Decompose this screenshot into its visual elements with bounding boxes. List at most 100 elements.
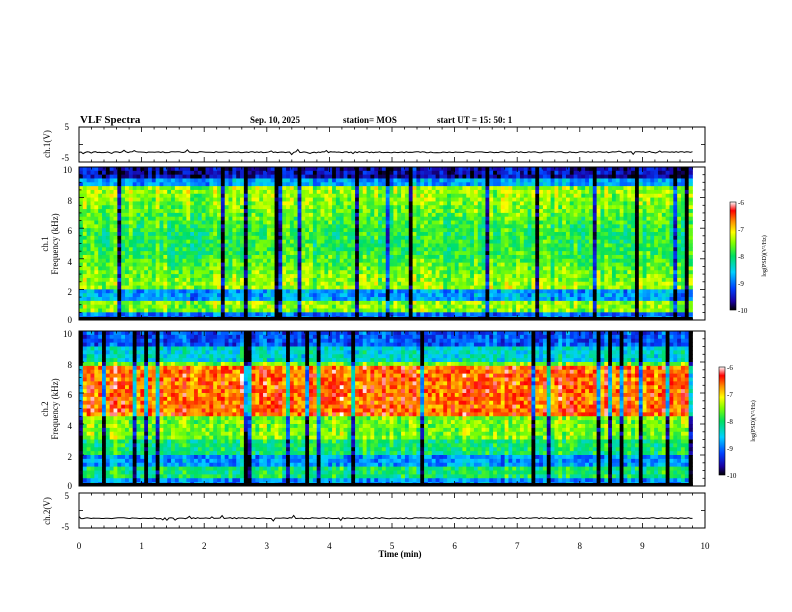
spectrogram-cell [397, 236, 401, 240]
spectrogram-cell [340, 244, 344, 248]
spectrogram-cell [585, 244, 589, 248]
spectrogram-cell [183, 228, 187, 232]
spectrogram-cell [508, 209, 512, 213]
spectrogram-cell [432, 247, 436, 251]
spectrogram-cell [474, 224, 478, 228]
spectrogram-cell [367, 221, 371, 225]
spectrogram-cell [163, 178, 167, 182]
spectrogram-cell [144, 178, 148, 182]
spectrogram-cell [581, 171, 585, 175]
spectrogram-cell [133, 194, 137, 198]
spectrogram-cell [516, 221, 520, 225]
spectrogram-cell [562, 205, 566, 209]
spectrogram-cell [206, 182, 210, 186]
spectrogram-cell [175, 240, 179, 244]
spectrogram-cell [114, 274, 118, 278]
spectrogram-cell [171, 282, 175, 286]
spectrogram-cell [416, 247, 420, 251]
spectrogram-cell [501, 255, 505, 259]
spectrogram-cell [275, 228, 279, 232]
spectrogram-cell [439, 175, 443, 179]
spectrogram-cell [98, 282, 102, 286]
spectrogram-cell [600, 186, 604, 190]
spectrogram-cell [321, 201, 325, 205]
spectrogram-cell [271, 232, 275, 236]
spectrogram-cell [689, 224, 693, 228]
spectrogram-cell [589, 217, 593, 221]
spectrogram-cell [543, 201, 547, 205]
spectrogram-cell [623, 278, 627, 282]
spectrogram-cell [175, 217, 179, 221]
spectrogram-cell [397, 167, 401, 171]
spectrogram-cell [524, 167, 528, 171]
spectrogram-cell [512, 201, 516, 205]
spectrogram-cell [662, 167, 666, 171]
spectrogram-cell [148, 266, 152, 270]
spectrogram-cell [685, 205, 689, 209]
spectrogram-cell [600, 194, 604, 198]
spectrogram-cell [355, 175, 359, 179]
spectrogram-cell [137, 259, 141, 263]
spectrogram-cell [493, 198, 497, 202]
spectrogram-cell [194, 259, 198, 263]
spectrogram-cell [616, 205, 620, 209]
spectrogram-cell [282, 209, 286, 213]
spectrogram-cell [432, 217, 436, 221]
spectrogram-cell [482, 221, 486, 225]
spectrogram-cell [370, 282, 374, 286]
spectrogram-cell [505, 274, 509, 278]
spectrogram-cell [577, 278, 581, 282]
spectrogram-cell [190, 259, 194, 263]
spectrogram-cell [478, 263, 482, 267]
spectrogram-cell [229, 224, 233, 228]
spectrogram-cell [133, 244, 137, 248]
spectrogram-cell [531, 171, 535, 175]
spectrogram-cell [248, 171, 252, 175]
spectrogram-cell [152, 171, 156, 175]
spectrogram-cell [347, 201, 351, 205]
spectrogram-cell [524, 266, 528, 270]
spectrogram-cell [336, 205, 340, 209]
spectrogram-cell [382, 247, 386, 251]
spectrogram-cell [378, 278, 382, 282]
spectrogram-cell [106, 209, 110, 213]
spectrogram-cell [401, 232, 405, 236]
spectrogram-cell [585, 251, 589, 255]
spectrogram-cell [125, 182, 129, 186]
spectrogram-cell [98, 270, 102, 274]
spectrogram-cell [497, 201, 501, 205]
spectrogram-cell [574, 236, 578, 240]
spectrogram-cell [677, 167, 681, 171]
spectrogram-cell [363, 205, 367, 209]
spectrogram-cell [673, 236, 677, 240]
spectrogram-cell [167, 240, 171, 244]
spectrogram-cell [175, 244, 179, 248]
spectrogram-cell [344, 217, 348, 221]
spectrogram-cell [554, 244, 558, 248]
spectrogram-cell [539, 266, 543, 270]
spectrogram-cell [175, 251, 179, 255]
spectrogram-cell [206, 198, 210, 202]
spectrogram-cell [658, 236, 662, 240]
spectrogram-cell [451, 270, 455, 274]
spectrogram-cell [259, 190, 263, 194]
spectrogram-cell [451, 224, 455, 228]
spectrogram-cell [94, 286, 98, 290]
spectrogram-cell [643, 244, 647, 248]
spectrogram-cell [416, 255, 420, 259]
spectrogram-cell [351, 221, 355, 225]
spectrogram-cell [520, 209, 524, 213]
spectrogram-cell [662, 205, 666, 209]
spectrogram-cell [673, 270, 677, 274]
spectrogram-cell [497, 167, 501, 171]
spectrogram-cell [512, 282, 516, 286]
spectrogram-cell [639, 175, 643, 179]
spectrogram-cell [248, 224, 252, 228]
spectrogram-cell [566, 213, 570, 217]
spectrogram-cell [482, 232, 486, 236]
spectrogram-cell [94, 278, 98, 282]
spectrogram-cell [420, 255, 424, 259]
spectrogram-cell [489, 194, 493, 198]
spectrogram-cell [252, 251, 256, 255]
spectrogram-cell [152, 274, 156, 278]
